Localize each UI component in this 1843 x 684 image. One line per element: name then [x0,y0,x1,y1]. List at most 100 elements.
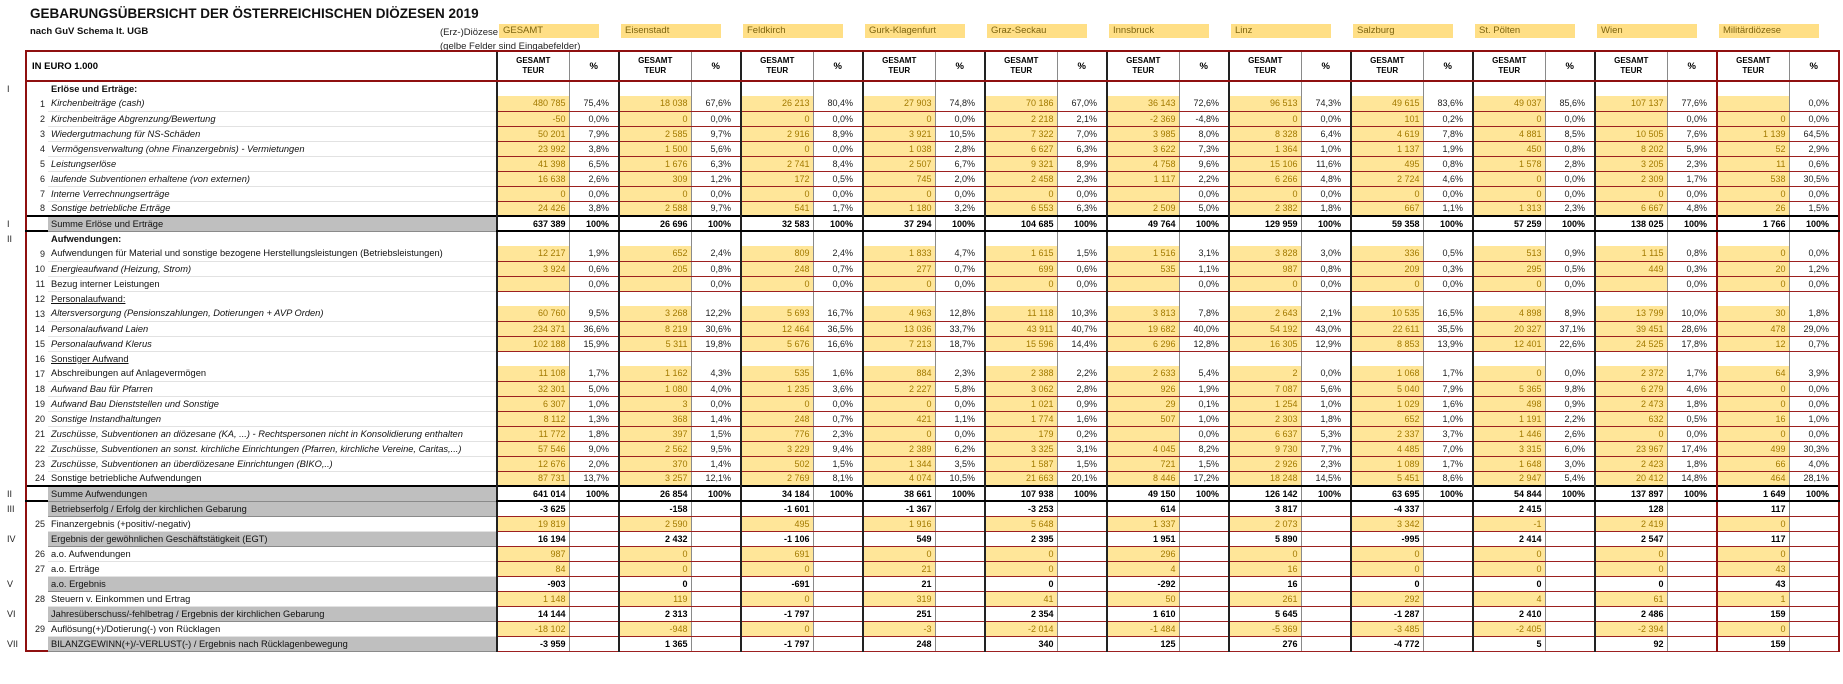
cell-value[interactable]: 16 305 [1228,336,1301,352]
cell-value[interactable]: 2 588 [618,201,691,217]
cell-value[interactable]: 2 423 [1594,456,1667,472]
diocese-chip[interactable]: Wien [1597,24,1697,38]
cell-value[interactable]: 1 137 [1350,141,1423,157]
cell-value[interactable]: 3 921 [862,126,935,142]
cell-value[interactable]: 2 227 [862,381,935,397]
cell-value[interactable]: 70 186 [984,96,1057,112]
cell-value[interactable]: 652 [618,246,691,262]
cell-value[interactable]: 0 [740,591,813,607]
cell-value[interactable]: 884 [862,366,935,382]
cell-value[interactable]: 987 [496,546,569,562]
cell-value[interactable]: 0 [1350,561,1423,577]
cell-value[interactable]: 15 596 [984,336,1057,352]
cell-value[interactable]: 20 412 [1594,471,1667,487]
cell-value[interactable]: 0 [618,111,691,127]
cell-value[interactable]: 1 139 [1716,126,1789,142]
cell-value[interactable]: 4 [1472,591,1545,607]
cell-value[interactable]: 0 [1350,186,1423,202]
cell-value[interactable]: 8 853 [1350,336,1423,352]
cell-value[interactable]: 3 205 [1594,156,1667,172]
cell-value[interactable] [1106,276,1179,292]
cell-value[interactable]: 43 [1716,561,1789,577]
cell-value[interactable]: 21 663 [984,471,1057,487]
cell-value[interactable]: 7 213 [862,336,935,352]
cell-value[interactable]: 495 [740,516,813,532]
cell-value[interactable]: 3 315 [1472,441,1545,457]
cell-value[interactable]: 3 [618,396,691,412]
cell-value[interactable]: 776 [740,426,813,442]
cell-value[interactable]: 3 985 [1106,126,1179,142]
cell-value[interactable]: 1 117 [1106,171,1179,187]
cell-value[interactable]: 1 446 [1472,426,1545,442]
cell-value[interactable]: 41 398 [496,156,569,172]
cell-value[interactable]: 0 [1472,546,1545,562]
cell-value[interactable]: 26 [1716,201,1789,217]
cell-value[interactable]: 480 785 [496,96,569,112]
cell-value[interactable]: 23 992 [496,141,569,157]
cell-value[interactable]: 0 [1472,171,1545,187]
cell-value[interactable]: 987 [1228,261,1301,277]
cell-value[interactable]: 13 036 [862,321,935,337]
cell-value[interactable]: 0 [862,546,935,562]
cell-value[interactable]: 0 [1594,561,1667,577]
cell-value[interactable]: 8 202 [1594,141,1667,157]
cell-value[interactable]: 7 322 [984,126,1057,142]
cell-value[interactable]: 1 080 [618,381,691,397]
cell-value[interactable]: 535 [740,366,813,382]
cell-value[interactable]: 296 [1106,546,1179,562]
cell-value[interactable]: 6 627 [984,141,1057,157]
cell-value[interactable] [1716,96,1789,112]
cell-value[interactable]: 0 [984,186,1057,202]
cell-value[interactable]: 26 213 [740,96,813,112]
cell-value[interactable]: 4 [1106,561,1179,577]
cell-value[interactable]: 450 [1472,141,1545,157]
cell-value[interactable]: 2 947 [1472,471,1545,487]
cell-value[interactable]: 513 [1472,246,1545,262]
cell-value[interactable]: 809 [740,246,813,262]
cell-value[interactable]: 261 [1228,591,1301,607]
cell-value[interactable]: 0 [618,546,691,562]
cell-value[interactable]: 11 108 [496,366,569,382]
cell-value[interactable]: 5 365 [1472,381,1545,397]
cell-value[interactable]: 1 500 [618,141,691,157]
cell-value[interactable]: -2 394 [1594,621,1667,637]
cell-value[interactable]: 498 [1472,396,1545,412]
cell-value[interactable]: 12 676 [496,456,569,472]
cell-value[interactable] [1594,111,1667,127]
cell-value[interactable]: 84 [496,561,569,577]
cell-value[interactable]: 5 040 [1350,381,1423,397]
cell-value[interactable]: 7 087 [1228,381,1301,397]
cell-value[interactable]: 0 [1716,111,1789,127]
cell-value[interactable]: 1 089 [1350,456,1423,472]
diocese-chip[interactable]: GESAMT [499,24,599,38]
cell-value[interactable]: 1 180 [862,201,935,217]
cell-value[interactable]: 29 [1106,396,1179,412]
cell-value[interactable]: 0 [496,186,569,202]
cell-value[interactable]: 397 [618,426,691,442]
cell-value[interactable]: -50 [496,111,569,127]
cell-value[interactable]: 2 507 [862,156,935,172]
cell-value[interactable]: 1 235 [740,381,813,397]
cell-value[interactable]: 745 [862,171,935,187]
cell-value[interactable]: 23 967 [1594,441,1667,457]
cell-value[interactable]: 2 473 [1594,396,1667,412]
cell-value[interactable]: 0 [618,561,691,577]
cell-value[interactable]: 3 268 [618,306,691,322]
cell-value[interactable]: 292 [1350,591,1423,607]
cell-value[interactable]: 3 924 [496,261,569,277]
cell-value[interactable]: 4 758 [1106,156,1179,172]
cell-value[interactable]: 0 [1350,546,1423,562]
cell-value[interactable]: -3 [862,621,935,637]
cell-value[interactable]: 309 [618,171,691,187]
cell-value[interactable] [618,276,691,292]
cell-value[interactable]: -5 369 [1228,621,1301,637]
cell-value[interactable]: -2 369 [1106,111,1179,127]
cell-value[interactable]: 12 401 [1472,336,1545,352]
cell-value[interactable]: 0 [740,111,813,127]
cell-value[interactable]: 1 364 [1228,141,1301,157]
diocese-chip[interactable]: St. Pölten [1475,24,1575,38]
cell-value[interactable] [496,276,569,292]
cell-value[interactable]: 61 [1594,591,1667,607]
cell-value[interactable]: 4 898 [1472,306,1545,322]
cell-value[interactable]: 2 [1228,366,1301,382]
